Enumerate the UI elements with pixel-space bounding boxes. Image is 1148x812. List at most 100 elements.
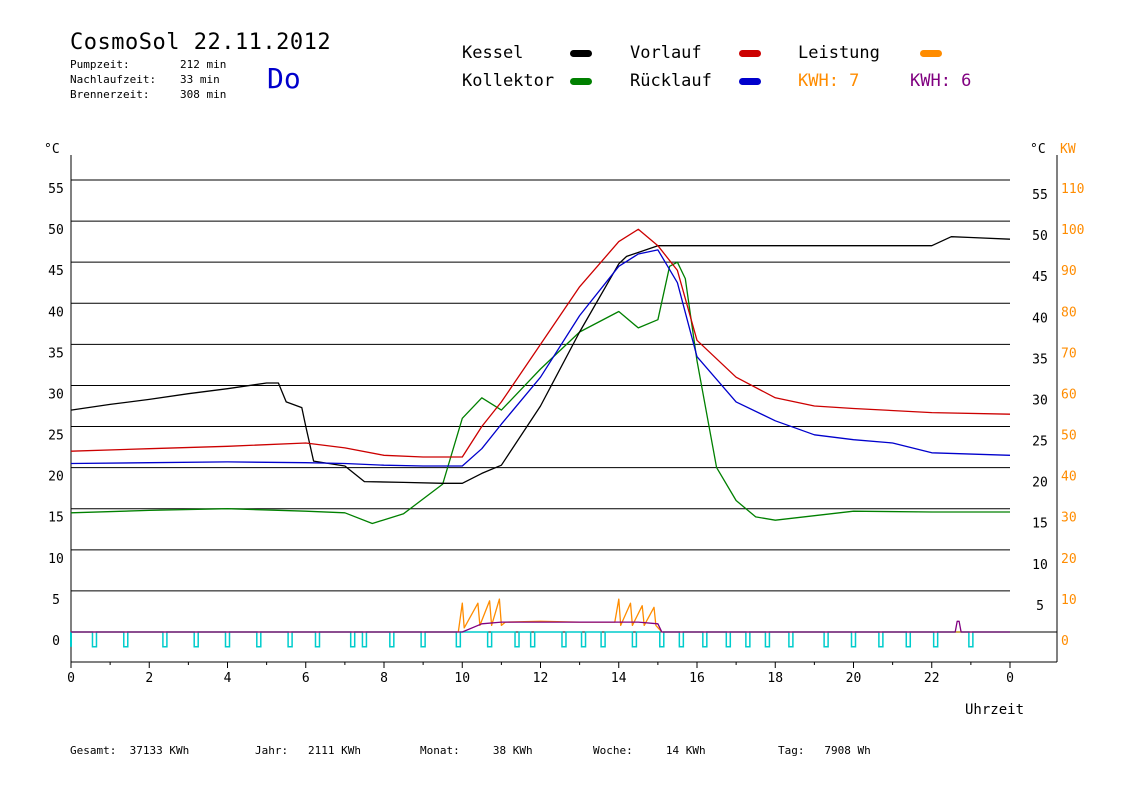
pump-pulse-line xyxy=(71,631,1010,648)
y-tick-label-left: 5 xyxy=(52,593,60,608)
footer-value: 14 KWh xyxy=(665,744,706,757)
x-tick-label: 12 xyxy=(533,671,549,686)
footer-label: Monat: xyxy=(420,744,460,757)
legend-leistung: Leistung xyxy=(798,43,880,63)
y-tick-label-right-power: 50 xyxy=(1061,429,1077,444)
y-tick-label-right-temp: 20 xyxy=(1032,476,1048,491)
y-tick-label-left: 10 xyxy=(48,552,64,567)
y-tick-label-right-temp: 45 xyxy=(1032,270,1048,285)
right-axis-unit-power: KW xyxy=(1060,142,1076,157)
y-tick-label-right-temp: 55 xyxy=(1032,188,1048,203)
y-tick-label-left: 35 xyxy=(48,346,64,361)
footer-value: 7908 Wh xyxy=(824,744,871,757)
series-kollektor-line xyxy=(70,261,1010,525)
y-tick-label-right-temp: 25 xyxy=(1032,435,1048,450)
footer-value: 2111 KWh xyxy=(308,744,361,757)
y-tick-label-right-power: 0 xyxy=(1061,634,1069,649)
x-tick-label: 0 xyxy=(1006,671,1014,686)
y-tick-label-left: 40 xyxy=(48,305,64,320)
legend-vorlauf-swatch xyxy=(739,50,761,57)
stats-block: Pumpzeit: 212 min Nachlaufzeit: 33 min Bre… xyxy=(70,57,226,102)
y-tick-label-left: 45 xyxy=(48,264,64,279)
x-tick-label: 10 xyxy=(454,671,470,686)
x-tick-label: 6 xyxy=(302,671,310,686)
footer-label: Woche: xyxy=(593,744,633,757)
grid-lines xyxy=(71,179,1057,633)
right-axis-unit-temp: °C xyxy=(1030,142,1046,157)
x-tick-label: 8 xyxy=(380,671,388,686)
footer-monat: Monat: 38 KWh xyxy=(420,744,533,757)
y-tick-label-right-power: 70 xyxy=(1061,346,1077,361)
footer-value: 38 KWh xyxy=(492,744,533,757)
y-tick-label-right-temp: 15 xyxy=(1032,517,1048,532)
footer-label: Gesamt: xyxy=(70,744,117,757)
legend-leistung-swatch xyxy=(920,50,942,57)
chart-title: CosmoSol 22.11.2012 xyxy=(70,30,332,55)
legend-kessel-swatch xyxy=(570,50,592,57)
stat-label: Nachlaufzeit: xyxy=(70,73,157,86)
legend-kwh-orange: KWH: 7 xyxy=(798,71,860,91)
footer-value: 37133 KWh xyxy=(129,744,190,757)
legend-ruecklauf: Rücklauf xyxy=(630,71,712,91)
y-tick-label-right-temp: 35 xyxy=(1032,352,1048,367)
y-tick-label-right-temp: 30 xyxy=(1032,393,1048,408)
pump-pulses xyxy=(70,631,1010,648)
y-tick-label-right-power: 100 xyxy=(1061,223,1084,238)
y-tick-label-right-temp: 10 xyxy=(1032,558,1048,573)
y-tick-label-right-power: 60 xyxy=(1061,387,1077,402)
stat-brennerzeit: Brennerzeit: 308 min xyxy=(70,87,226,102)
x-tick-label: 18 xyxy=(767,671,783,686)
footer-gesamt: Gesamt: 37133 KWh xyxy=(70,744,189,757)
stat-label: Pumpzeit: xyxy=(70,58,130,71)
x-axis-label: Uhrzeit xyxy=(965,702,1024,718)
footer-label: Tag: xyxy=(778,744,805,757)
legend-ruecklauf-swatch xyxy=(739,78,761,85)
footer-jahr: Jahr: 2111 KWh xyxy=(255,744,361,757)
x-tick-label: 20 xyxy=(846,671,862,686)
left-axis-unit: °C xyxy=(44,142,60,157)
legend-kollektor-swatch xyxy=(570,78,592,85)
x-tick-label: 16 xyxy=(689,671,705,686)
y-tick-label-left: 30 xyxy=(48,387,64,402)
y-tick-label-left: 0 xyxy=(52,634,60,649)
stat-pumpzeit: Pumpzeit: 212 min xyxy=(70,57,226,72)
y-tick-label-left: 25 xyxy=(48,429,64,444)
stat-label: Brennerzeit: xyxy=(70,88,150,101)
y-tick-label-left: 50 xyxy=(48,223,64,238)
series-lines xyxy=(70,228,1011,633)
y-tick-label-right-power: 110 xyxy=(1061,182,1084,197)
stat-value: 33 min xyxy=(180,73,220,86)
y-tick-label-right-temp: 5 xyxy=(1036,599,1044,614)
legend-kessel: Kessel xyxy=(462,43,524,63)
footer-label: Jahr: xyxy=(255,744,289,757)
stat-value: 308 min xyxy=(180,88,227,101)
y-tick-label-left: 20 xyxy=(48,470,64,485)
footer-woche: Woche: 14 KWh xyxy=(593,744,706,757)
y-tick-label-right-power: 40 xyxy=(1061,470,1077,485)
footer-tag: Tag: 7908 Wh xyxy=(778,744,871,757)
series-vorlauf-line xyxy=(70,228,1011,458)
y-tick-label-left: 15 xyxy=(48,511,64,526)
y-tick-label-right-temp: 50 xyxy=(1032,229,1048,244)
legend-kollektor: Kollektor xyxy=(462,71,555,91)
weekday-label: Do xyxy=(267,62,301,95)
legend-vorlauf: Vorlauf xyxy=(630,43,702,63)
y-tick-label-right-power: 30 xyxy=(1061,511,1077,526)
stat-value: 212 min xyxy=(180,58,227,71)
y-tick-label-right-power: 90 xyxy=(1061,264,1077,279)
series-kwh-line xyxy=(71,620,1010,633)
x-tick-label: 2 xyxy=(145,671,153,686)
y-tick-label-right-power: 20 xyxy=(1061,552,1077,567)
tick-labels: 0 2 4 6 8 10 12 14 16 18 20 22 005101520253035404550… xyxy=(48,182,1084,686)
x-tick-label: 0 xyxy=(67,671,75,686)
y-tick-label-right-power: 80 xyxy=(1061,305,1077,320)
chart-axes xyxy=(70,155,1058,668)
legend-kwh-purple: KWH: 6 xyxy=(910,71,972,91)
x-tick-label: 22 xyxy=(924,671,940,686)
x-tick-label: 14 xyxy=(611,671,627,686)
series-ruecklauf-line xyxy=(70,249,1011,467)
y-tick-label-right-power: 10 xyxy=(1061,593,1077,608)
series-kessel-line xyxy=(70,236,1011,484)
stat-nachlaufzeit: Nachlaufzeit: 33 min xyxy=(70,72,226,87)
